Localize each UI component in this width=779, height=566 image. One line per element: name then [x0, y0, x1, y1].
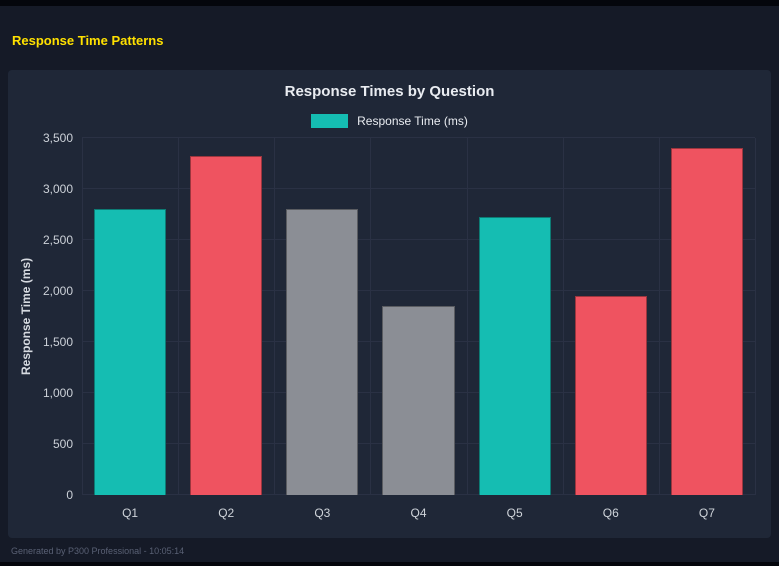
- window-top-edge: [0, 0, 779, 6]
- bar-cell: [82, 138, 178, 495]
- chart-card: Response Times by Question Response Time…: [8, 70, 771, 538]
- v-gridline: [274, 138, 276, 495]
- legend-label: Response Time (ms): [357, 114, 468, 128]
- footer-note: Generated by P300 Professional - 10:05:1…: [11, 546, 185, 556]
- window-bottom-edge: [0, 562, 779, 566]
- x-tick-label: Q7: [698, 506, 715, 520]
- h-gridline: [82, 137, 755, 138]
- y-tick-label: 2,000: [42, 284, 73, 298]
- bar-q2: [190, 156, 263, 495]
- x-tick-label: Q1: [122, 506, 139, 520]
- bar-q5: [478, 216, 551, 495]
- y-tick-label: 2,500: [42, 233, 73, 247]
- v-gridline: [82, 138, 83, 495]
- x-tick-label: Q2: [218, 506, 235, 520]
- bar-q3: [286, 209, 359, 495]
- v-gridline: [755, 138, 756, 495]
- y-axis-title: Response Time (ms): [19, 257, 33, 376]
- bar-q7: [670, 148, 743, 495]
- plot-area: [82, 137, 756, 495]
- y-tick-label: 500: [52, 437, 73, 451]
- y-tick-label: 0: [66, 488, 73, 502]
- x-axis-labels: Q1 Q2 Q3 Q4 Q5 Q6 Q7: [82, 506, 755, 520]
- bar-q1: [94, 209, 167, 495]
- v-gridline: [370, 138, 372, 495]
- y-tick-label: 1,000: [42, 386, 73, 400]
- x-tick-label: Q6: [602, 506, 619, 520]
- v-gridline: [658, 138, 660, 495]
- h-gridline: [82, 290, 755, 291]
- y-tick-label: 3,000: [42, 182, 73, 196]
- chart-title: Response Times by Question: [284, 83, 495, 100]
- bar-q4: [382, 306, 455, 495]
- bar-q6: [574, 296, 647, 495]
- bar-cell: [274, 138, 370, 495]
- y-tick-label: 1,500: [42, 335, 73, 349]
- v-gridline: [178, 138, 180, 495]
- h-gridline: [82, 239, 755, 240]
- legend-item[interactable]: Response Time (ms): [8, 113, 771, 129]
- bar-cell: [467, 138, 563, 495]
- x-tick-label: Q4: [410, 506, 427, 520]
- bar-cell: [659, 138, 755, 495]
- bar-cell: [178, 138, 274, 495]
- bars-container: [82, 138, 755, 495]
- bar-cell: [563, 138, 659, 495]
- y-axis-ticks: 0 500 1,000 1,500 2,000 2,500 3,000 3,500: [36, 131, 82, 502]
- x-tick-label: Q3: [314, 506, 331, 520]
- x-tick-label: Q5: [506, 506, 523, 520]
- v-gridline: [562, 138, 564, 495]
- h-gridline: [82, 188, 755, 189]
- legend-swatch: [311, 114, 349, 128]
- y-tick-label: 3,500: [42, 131, 73, 145]
- bar-cell: [370, 138, 466, 495]
- v-gridline: [466, 138, 468, 495]
- chart-body: Response Time (ms) 0 500 1,000 1,500 2,000 2,…: [8, 131, 771, 502]
- page-title: Response Time Patterns: [12, 33, 164, 48]
